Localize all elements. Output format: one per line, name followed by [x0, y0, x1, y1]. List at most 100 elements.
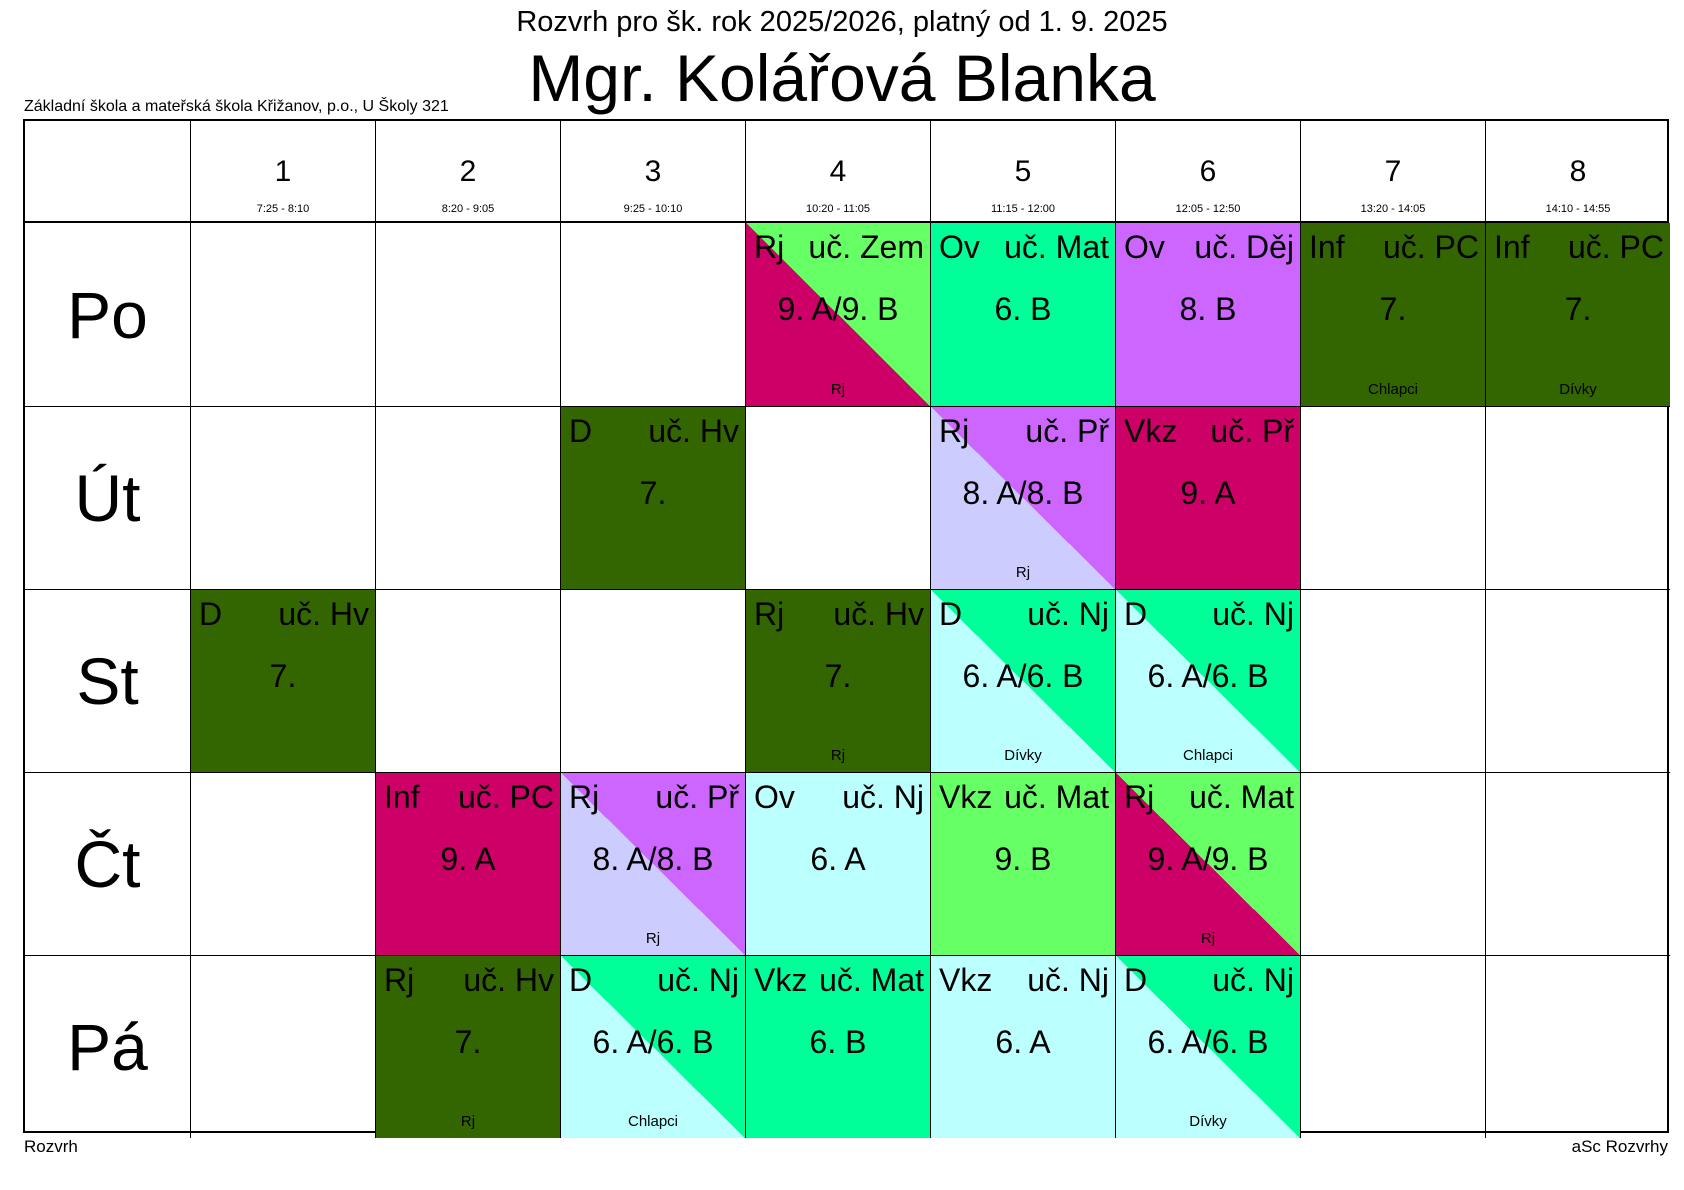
- footer-left-label: Rozvrh: [24, 1137, 78, 1156]
- lesson-group: Rj: [1200, 930, 1216, 947]
- lesson-class: 7.: [269, 658, 297, 694]
- day-label: Čt: [74, 827, 141, 901]
- lesson-cell: Rj uč. Zem 9. A/9. B Rj: [745, 223, 930, 406]
- lesson-group: Chlapci: [1182, 747, 1234, 764]
- lesson-group: Rj: [645, 930, 661, 947]
- lesson-class: 7.: [454, 1024, 482, 1060]
- timetable-grid: 1 7:25 - 8:10 2 8:20 - 9:05 3 9:25 - 10:10 4 10…: [23, 119, 1670, 1138]
- lesson-class: 8. A/8. B: [592, 841, 714, 877]
- period-time: 13:20 - 14:05: [1360, 203, 1426, 215]
- lesson-room: uč. Děj: [1194, 229, 1294, 265]
- day-label-cell: St: [25, 589, 190, 772]
- lesson-class: 7.: [639, 475, 667, 511]
- lesson-subject: D: [1124, 962, 1148, 998]
- lesson-cell: Rj uč. Př 8. A/8. B Rj: [560, 772, 745, 955]
- period-number: 7: [1384, 155, 1402, 188]
- lesson-class: 6. B: [994, 291, 1052, 327]
- lesson-room: uč. Nj: [1212, 962, 1294, 998]
- lesson-subject: Vkz: [939, 779, 993, 815]
- lesson-subject: Vkz: [939, 962, 993, 998]
- period-number: 3: [644, 155, 662, 188]
- period-time: 7:25 - 8:10: [256, 203, 310, 215]
- lesson-subject: Inf: [384, 779, 420, 815]
- period-number: 4: [829, 155, 847, 188]
- lesson-subject: Inf: [1494, 229, 1530, 265]
- lesson-cell: Vkz uč. Mat 9. B: [930, 772, 1115, 955]
- timetable-cell: [1300, 772, 1485, 955]
- lesson-room: uč. Nj: [842, 779, 924, 815]
- lesson-subject: Rj: [939, 413, 970, 449]
- period-time: 9:25 - 10:10: [623, 203, 683, 215]
- lesson-subject: Rj: [754, 229, 785, 265]
- lesson-class: 9. A/9. B: [1147, 841, 1269, 877]
- lesson-subject: Rj: [384, 962, 415, 998]
- day-label-cell: Út: [25, 406, 190, 589]
- lesson-class: 6. A: [810, 841, 866, 877]
- lesson-cell: Ov uč. Mat 6. B: [930, 223, 1115, 406]
- lesson-class: 7.: [1379, 291, 1407, 327]
- lesson-cell: Rj uč. Př 8. A/8. B Rj: [930, 406, 1115, 589]
- period-time: 14:10 - 14:55: [1545, 203, 1611, 215]
- lesson-cell: Inf uč. PC 7. Chlapci: [1300, 223, 1485, 406]
- period-time: 12:05 - 12:50: [1175, 203, 1241, 215]
- lesson-subject: Inf: [1309, 229, 1345, 265]
- lesson-subject: D: [569, 962, 593, 998]
- lesson-class: 9. A: [440, 841, 496, 877]
- day-label: St: [76, 644, 139, 718]
- period-time: 10:20 - 11:05: [805, 203, 870, 215]
- lesson-subject: D: [1124, 596, 1148, 632]
- lesson-group: Dívky: [1004, 747, 1042, 764]
- lesson-class: 8. B: [1179, 291, 1237, 327]
- lesson-cell: Vkz uč. Mat 6. B: [745, 955, 930, 1138]
- lesson-class: 6. A/6. B: [1147, 658, 1269, 694]
- footer-right-label: aSc Rozvrhy: [1571, 1137, 1668, 1156]
- timetable-subtitle: Rozvrh pro šk. rok 2025/2026, platný od …: [516, 6, 1168, 38]
- lesson-subject: Rj: [754, 596, 785, 632]
- lesson-subject: Ov: [1124, 229, 1165, 265]
- period-number: 5: [1014, 155, 1032, 188]
- lesson-room: uč. PC: [1567, 229, 1664, 265]
- day-label-cell: Čt: [25, 772, 190, 955]
- lesson-room: uč. Zem: [808, 229, 924, 265]
- lesson-cell: Inf uč. PC 7. Dívky: [1485, 223, 1670, 406]
- lesson-room: uč. Mat: [1004, 229, 1109, 265]
- period-header-4: 4 10:20 - 11:05: [745, 121, 930, 223]
- school-name: Základní škola a mateřská škola Křižanov…: [24, 98, 449, 115]
- period-time: 11:15 - 12:00: [990, 203, 1055, 215]
- timetable-cell: [560, 589, 745, 772]
- lesson-subject: Ov: [939, 229, 980, 265]
- lesson-cell: Inf uč. PC 9. A: [375, 772, 560, 955]
- timetable-cell: [1300, 406, 1485, 589]
- lesson-class: 7.: [824, 658, 852, 694]
- lesson-cell: Rj uč. Mat 9. A/9. B Rj: [1115, 772, 1300, 955]
- lesson-subject: D: [199, 596, 223, 632]
- lesson-class: 9. A: [1180, 475, 1236, 511]
- lesson-subject: Vkz: [1124, 413, 1178, 449]
- lesson-class: 6. A: [995, 1024, 1051, 1060]
- lesson-room: uč. Nj: [657, 962, 739, 998]
- lesson-subject: Rj: [569, 779, 600, 815]
- period-header-6: 6 12:05 - 12:50: [1115, 121, 1300, 223]
- period-time: 8:20 - 9:05: [441, 203, 495, 215]
- lesson-class: 9. B: [994, 841, 1052, 877]
- timetable-cell: [1485, 406, 1670, 589]
- header-divider: [25, 221, 1667, 223]
- lesson-room: uč. Př: [655, 779, 739, 815]
- period-number: 1: [274, 155, 292, 188]
- lesson-room: uč. Nj: [1212, 596, 1294, 632]
- day-label-cell: Po: [25, 223, 190, 406]
- day-label: Út: [74, 461, 141, 535]
- timetable-cell: [375, 589, 560, 772]
- lesson-room: uč. PC: [457, 779, 554, 815]
- lesson-class: 6. A/6. B: [962, 658, 1084, 694]
- lesson-cell: Vkz uč. Nj 6. A: [930, 955, 1115, 1138]
- period-header-3: 3 9:25 - 10:10: [560, 121, 745, 223]
- lesson-room: uč. Mat: [819, 962, 924, 998]
- period-number: 6: [1199, 155, 1217, 188]
- lesson-subject: Ov: [754, 779, 795, 815]
